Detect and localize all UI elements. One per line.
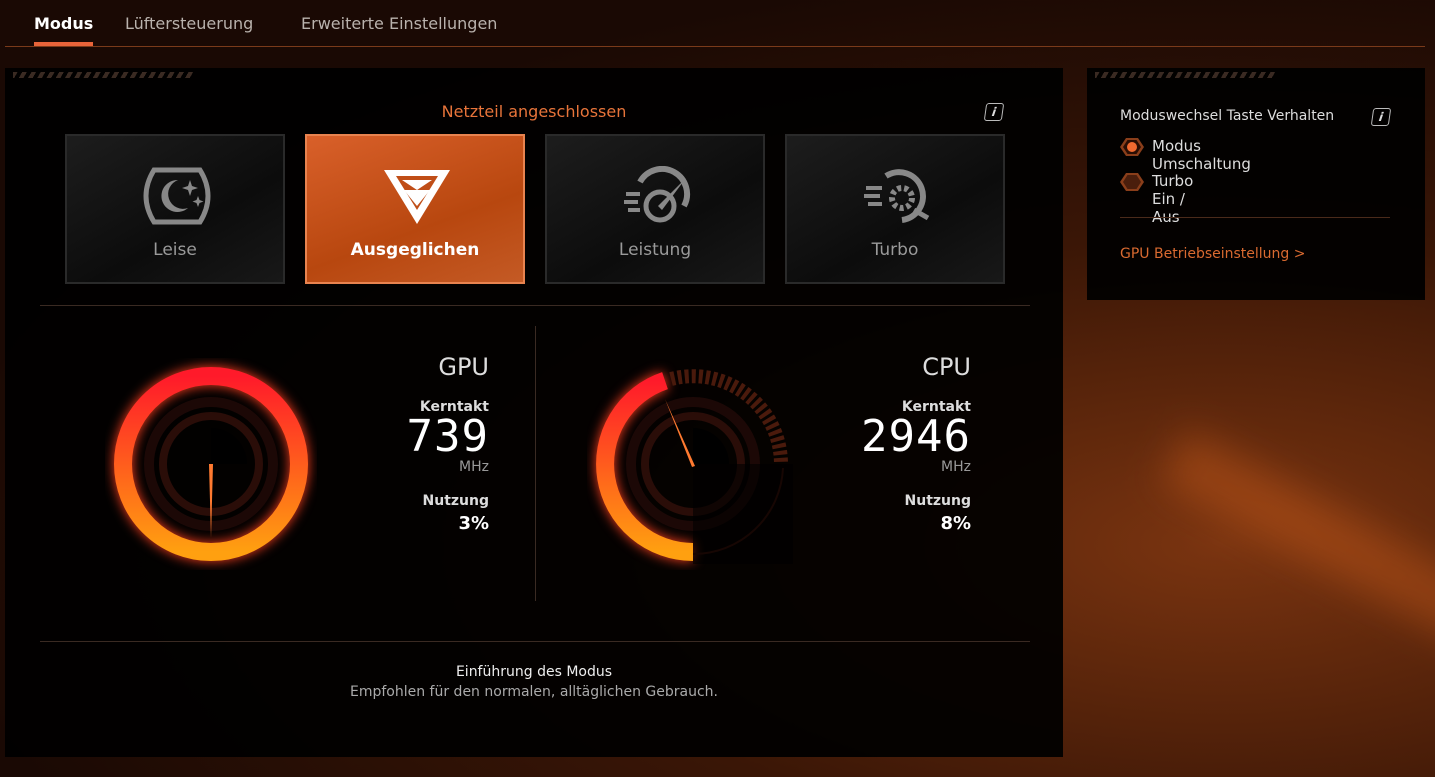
tab-modus[interactable]: Modus: [34, 14, 94, 46]
cpu-gauge: [596, 369, 793, 564]
tab-erweiterte-einstellungen[interactable]: Erweiterte Einstellungen: [301, 14, 498, 33]
intro-title: Einführung des Modus: [455, 664, 613, 680]
info-icon[interactable]: i: [983, 103, 1005, 121]
gpu-title: GPU: [438, 353, 489, 381]
mode-leistung-button[interactable]: Leistung: [545, 134, 765, 284]
speedometer-icon: [624, 166, 691, 223]
gpu-settings-link[interactable]: GPU Betriebseinstellung >: [1120, 246, 1306, 262]
gpu-gauge: [114, 367, 308, 561]
mode-switch-panel: Moduswechsel Taste Verhalten i Modus Ums…: [1087, 68, 1425, 300]
decorative-hatch: [1095, 72, 1275, 78]
mode-label: Leistung: [618, 240, 692, 260]
cpu-title: CPU: [922, 353, 971, 381]
radio-selected-icon: [1120, 138, 1144, 156]
intro-text: Empfohlen für den normalen, alltäglichen…: [349, 684, 718, 700]
divider: [1120, 217, 1390, 218]
gpu-clock-unit: MHz: [459, 459, 489, 475]
cpu-stats: CPU Kerntakt 2946 MHz Nutzung 8%: [771, 353, 971, 534]
tab-lueftersteuerung[interactable]: Lüftersteuerung: [125, 14, 254, 33]
cpu-usage-value: 8%: [940, 513, 971, 534]
cpu-clock-value: 2946: [861, 411, 971, 462]
radio-label: Modus Umschaltung: [1152, 137, 1251, 173]
cpu-clock-unit: MHz: [941, 459, 971, 475]
gpu-usage-label: Nutzung: [422, 493, 489, 509]
background-decoration: [1159, 429, 1435, 671]
mode-label: Leise: [153, 240, 197, 260]
divider: [40, 305, 1030, 306]
divider: [40, 641, 1030, 642]
mode-turbo-button[interactable]: Turbo: [785, 134, 1005, 284]
gpu-clock-value: 739: [406, 411, 489, 462]
gpu-usage-value: 3%: [458, 513, 489, 534]
info-icon[interactable]: i: [1370, 108, 1392, 126]
radio-unselected-icon: [1120, 173, 1144, 191]
moon-stars-icon: [143, 167, 211, 225]
gpu-stats: GPU Kerntakt 739 MHz Nutzung 3%: [289, 353, 489, 534]
tab-bar: Modus Lüftersteuerung Erweiterte Einstel…: [5, 0, 1425, 47]
mode-ausgeglichen-button[interactable]: Ausgeglichen: [305, 134, 525, 284]
cpu-usage-label: Nutzung: [904, 493, 971, 509]
mode-label: Turbo: [871, 240, 919, 260]
cpu-clock-label: Kerntakt: [901, 399, 971, 415]
mode-leise-button[interactable]: Leise: [65, 134, 285, 284]
turbo-fan-icon: [864, 169, 930, 223]
power-status: Netzteil angeschlossen: [441, 102, 627, 121]
balanced-chevron-icon: [384, 170, 450, 224]
mode-label: Ausgeglichen: [350, 240, 480, 260]
mode-panel: Netzteil angeschlossen i Leise Ausgeglic…: [5, 68, 1063, 757]
gpu-clock-label: Kerntakt: [419, 399, 489, 415]
divider: [535, 326, 536, 601]
decorative-hatch: [13, 72, 193, 78]
side-title: Moduswechsel Taste Verhalten: [1120, 108, 1335, 124]
